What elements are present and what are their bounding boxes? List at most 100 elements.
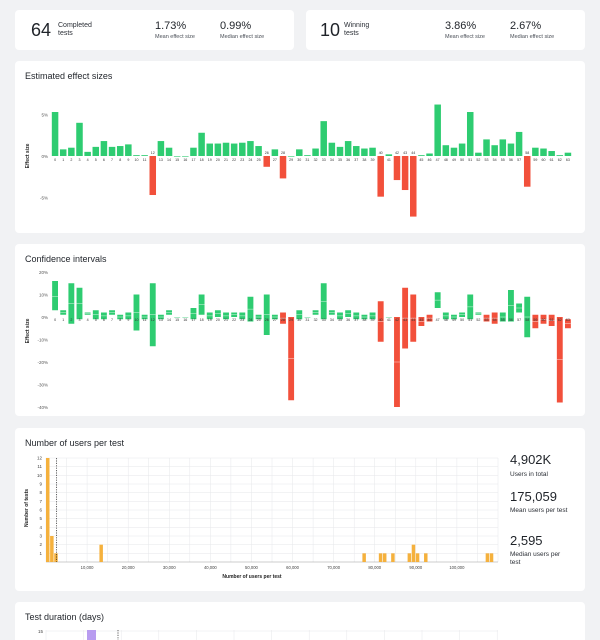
- effect-bar: [214, 143, 222, 156]
- x-tick-label: 47: [436, 158, 440, 162]
- x-tick-label: 11: [143, 318, 147, 322]
- x-tick-label: 43: [403, 318, 407, 322]
- winning-median-effect-value: 2.67%: [510, 20, 542, 32]
- x-tick-label: 16: [183, 158, 187, 162]
- x-tick-label: 51: [468, 318, 472, 322]
- users-median-value: 2,595: [510, 533, 543, 548]
- x-tick-label: 5: [95, 158, 97, 162]
- x-tick-label: 23: [240, 318, 244, 322]
- histogram-bar: [489, 553, 494, 562]
- completed-tests-label: Completed tests: [58, 22, 92, 37]
- y-tick-label: 5: [39, 516, 42, 521]
- x-tick-label: 63: [566, 158, 570, 162]
- y-tick-label: 11: [37, 464, 42, 469]
- x-tick-label: 90,000: [409, 565, 422, 570]
- x-tick-label: 3: [78, 158, 80, 162]
- x-tick-label: 30: [297, 318, 301, 322]
- x-tick-label: 17: [191, 158, 195, 162]
- x-tick-label: 49: [452, 318, 456, 322]
- effect-bar: [157, 141, 165, 156]
- y-tick-label: 20%: [39, 270, 48, 275]
- y-tick-label: -20%: [37, 360, 48, 365]
- x-tick-label: 30,000: [163, 565, 176, 570]
- x-tick-label: 20: [216, 318, 220, 322]
- effect-bar: [320, 121, 327, 156]
- y-tick-label: -40%: [37, 405, 48, 410]
- y-tick-label: 1: [39, 551, 42, 556]
- x-tick-label: 7: [111, 318, 113, 322]
- users-per-test-title: Number of users per test: [25, 438, 125, 448]
- x-tick-label: 44: [411, 151, 415, 155]
- x-tick-label: 59: [533, 318, 537, 322]
- x-tick-label: 12: [151, 151, 155, 155]
- median-effect-value: 0.99%: [220, 20, 252, 32]
- x-tick-label: 48: [444, 318, 448, 322]
- winning-mean-effect-value: 3.86%: [445, 20, 477, 32]
- y-tick-label: 9: [39, 482, 42, 487]
- x-tick-label: 4: [87, 318, 89, 322]
- y-tick-label: 8: [39, 490, 42, 495]
- median-effect-label: Median effect size: [220, 34, 265, 40]
- x-tick-label: 12: [151, 318, 155, 322]
- completed-tests-count: 64: [31, 20, 52, 40]
- x-tick-label: 19: [208, 318, 212, 322]
- y-tick-label: 5%: [41, 113, 48, 118]
- x-tick-label: 31: [305, 318, 309, 322]
- x-tick-label: 32: [314, 158, 318, 162]
- histogram-bar: [362, 553, 366, 562]
- x-tick-label: 41: [387, 318, 391, 322]
- users-median-label: Median users per test: [510, 551, 561, 566]
- users-total-label: Users in total: [510, 471, 548, 478]
- histogram-bar: [407, 553, 412, 562]
- effect-bar: [540, 148, 547, 156]
- x-tick-label: 14: [167, 318, 171, 322]
- x-tick-label: 50: [460, 158, 464, 162]
- x-tick-label: 37: [354, 158, 358, 162]
- confidence-intervals-title: Confidence intervals: [25, 254, 107, 264]
- x-tick-label: 41: [387, 158, 391, 162]
- x-tick-label: 29: [289, 158, 293, 162]
- effect-bar: [361, 148, 368, 156]
- x-tick-label: 60: [542, 158, 546, 162]
- y-axis-label: Effect size: [25, 318, 31, 343]
- x-tick-label: 52: [476, 158, 480, 162]
- y-axis-label: Effect size: [25, 143, 31, 168]
- x-tick-label: 80,000: [368, 565, 381, 570]
- confidence-intervals-card: Confidence intervals 20% 10% 0% -10% -20% -30…: [15, 244, 585, 416]
- x-tick-label: 10: [134, 318, 138, 322]
- x-tick-label: 16: [183, 318, 187, 322]
- effect-bar: [369, 147, 376, 156]
- x-tick-label: 40: [379, 318, 383, 322]
- ci-bar: [304, 317, 311, 318]
- x-tick-label: 6: [103, 318, 105, 322]
- x-tick-label: 39: [371, 158, 375, 162]
- effect-bar: [426, 153, 433, 156]
- x-tick-label: 40: [379, 151, 383, 155]
- x-tick-label: 21: [224, 158, 228, 162]
- x-tick-label: 11: [143, 158, 147, 162]
- x-tick-label: 22: [232, 318, 236, 322]
- x-tick-label: 5: [95, 318, 97, 322]
- x-tick-label: 62: [558, 318, 562, 322]
- x-tick-label: 36: [346, 158, 350, 162]
- winning-tests-label: Winning tests: [344, 22, 370, 37]
- histogram-bar: [415, 553, 420, 562]
- users-total-value: 4,902K: [510, 452, 552, 467]
- y-tick-label: 12: [37, 456, 43, 461]
- x-tick-label: 59: [533, 158, 537, 162]
- effect-bar: [532, 147, 539, 156]
- y-tick-label: -5%: [40, 196, 48, 201]
- effect-bar: [450, 147, 458, 156]
- y-tick-label: 10: [37, 473, 43, 478]
- x-tick-label: 1: [62, 318, 64, 322]
- x-tick-label: 4: [87, 158, 89, 162]
- winning-median-effect-label: Median effect size: [510, 34, 555, 40]
- effect-bar: [410, 156, 417, 217]
- ci-bar: [182, 317, 189, 318]
- histogram-bar: [50, 536, 54, 562]
- effect-bar: [491, 145, 498, 156]
- x-tick-label: 9: [127, 318, 129, 322]
- effect-bar: [523, 156, 531, 187]
